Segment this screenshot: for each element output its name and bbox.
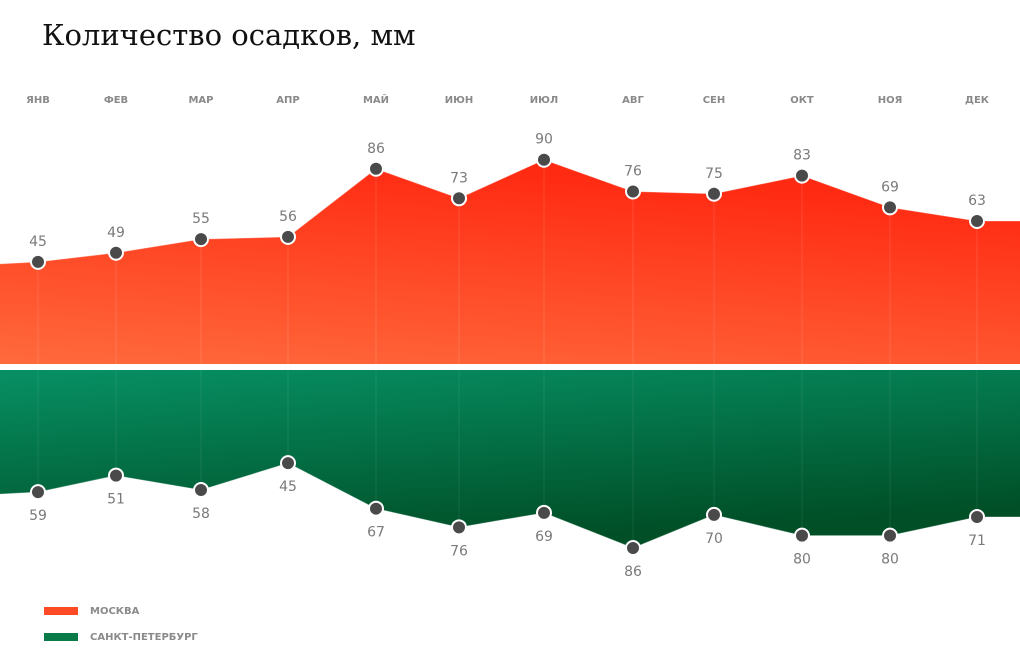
moscow-value-label: 76 — [624, 163, 642, 179]
divider-strip — [0, 364, 1020, 370]
moscow-value-label: 83 — [793, 148, 811, 164]
month-label: МАР — [188, 95, 213, 106]
legend-swatch-spb — [44, 633, 78, 641]
month-label: НОЯ — [878, 95, 903, 106]
moscow-point — [625, 183, 641, 200]
moscow-point — [193, 231, 209, 248]
moscow-point — [451, 190, 467, 207]
moscow-point — [368, 160, 384, 177]
month-label: МАЙ — [363, 93, 389, 106]
spb-area — [0, 370, 1020, 549]
spb-point — [368, 500, 384, 517]
month-label: ИЮН — [445, 95, 473, 106]
legend: МОСКВА САНКТ-ПЕТЕРБУРГ — [44, 598, 198, 650]
month-label: ОКТ — [790, 95, 814, 106]
legend-label-moscow: МОСКВА — [90, 605, 140, 617]
chart-title: Количество осадков, мм — [42, 18, 416, 52]
spb-value-label: 67 — [367, 525, 385, 541]
spb-value-label: 51 — [107, 492, 125, 508]
spb-point — [794, 527, 810, 544]
moscow-point — [969, 212, 985, 229]
spb-point — [108, 467, 124, 484]
spb-value-label: 76 — [450, 543, 468, 559]
spb-value-label: 59 — [29, 508, 47, 524]
moscow-point — [706, 185, 722, 202]
month-label: ФЕВ — [104, 95, 128, 106]
moscow-value-label: 90 — [535, 132, 553, 148]
moscow-point — [882, 199, 898, 216]
spb-value-label: 45 — [279, 479, 297, 495]
spb-line — [0, 462, 1020, 549]
spb-value-label: 70 — [705, 531, 723, 547]
month-label: АПР — [276, 95, 299, 106]
month-label: ИЮЛ — [530, 95, 558, 106]
marks-layer: ЯНВ ФЕВ МАР АПР МАЙ ИЮН ИЮЛ АВГ СЕН ОКТ НОЯ ДЕК 45 49… — [26, 93, 990, 580]
moscow-value-label: 56 — [279, 209, 297, 225]
moscow-line — [0, 159, 1020, 265]
spb-point — [706, 506, 722, 523]
spb-value-label: 86 — [624, 564, 642, 580]
moscow-point — [108, 244, 124, 261]
month-label: СЕН — [703, 95, 726, 106]
areas-layer — [0, 159, 1020, 549]
spb-point — [30, 484, 46, 501]
month-label: ЯНВ — [26, 95, 50, 106]
legend-item-spb: САНКТ-ПЕТЕРБУРГ — [44, 624, 198, 650]
spb-point — [280, 455, 296, 472]
moscow-point — [280, 228, 296, 245]
moscow-value-label: 73 — [450, 170, 468, 186]
moscow-value-label: 45 — [29, 234, 47, 250]
legend-label-spb: САНКТ-ПЕТЕРБУРГ — [90, 631, 198, 643]
spb-point — [536, 504, 552, 521]
spb-point — [193, 482, 209, 499]
spb-value-label: 58 — [192, 506, 210, 522]
spb-point — [625, 540, 641, 557]
spb-value-label: 80 — [881, 552, 899, 568]
legend-swatch-moscow — [44, 607, 78, 615]
month-label: ДЕК — [965, 95, 990, 106]
spb-point — [882, 527, 898, 544]
spb-value-label: 71 — [968, 533, 986, 549]
spb-point — [969, 508, 985, 525]
moscow-point — [30, 253, 46, 270]
moscow-value-label: 86 — [367, 141, 385, 157]
moscow-area — [0, 159, 1020, 364]
legend-item-moscow: МОСКВА — [44, 598, 198, 624]
spb-point — [451, 519, 467, 536]
moscow-value-label: 69 — [881, 179, 899, 195]
spb-value-label: 80 — [793, 552, 811, 568]
month-label: АВГ — [622, 95, 644, 106]
moscow-point — [794, 167, 810, 184]
moscow-value-label: 75 — [705, 166, 723, 182]
spb-value-label: 69 — [535, 529, 553, 545]
moscow-value-label: 49 — [107, 225, 125, 241]
moscow-value-label: 55 — [192, 211, 210, 227]
moscow-value-label: 63 — [968, 193, 986, 209]
moscow-point — [536, 151, 552, 168]
